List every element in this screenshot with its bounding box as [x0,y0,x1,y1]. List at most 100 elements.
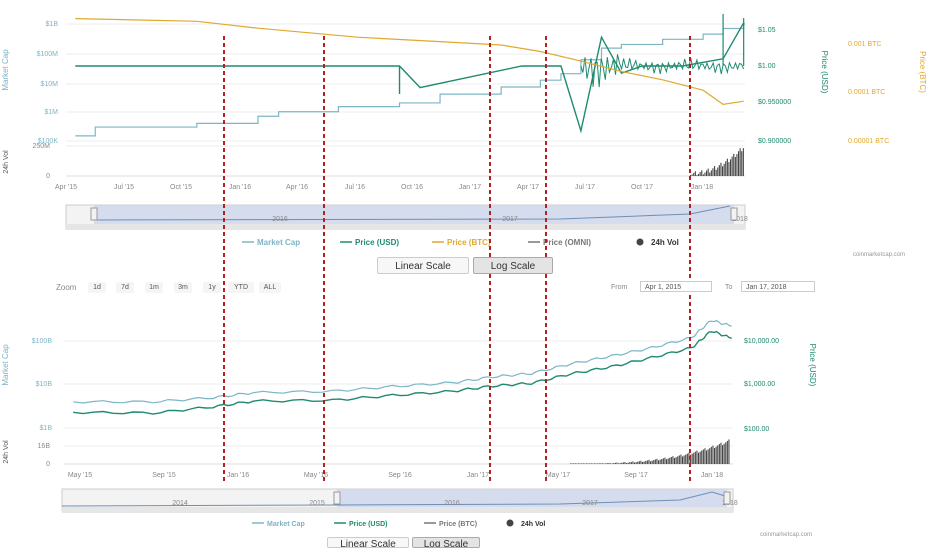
bottom-volume-bar [643,461,645,464]
bottom-right-tick-label: $1,000.00 [744,381,775,388]
top-x-tick-label: Jul '17 [575,184,595,191]
bottom-volume-bar [603,463,605,464]
top-linear-scale-button[interactable]: Linear Scale [377,257,469,274]
bottom-volume-tick-label: 16B [38,443,51,450]
top-legend-item: Price (BTC) [447,238,491,247]
bottom-volume-bar [571,463,573,464]
bottom-volume-bar [674,457,676,464]
top-volume-bar [696,175,698,176]
bottom-volume-bar [669,457,671,464]
series-price-usd-volatility [580,54,745,88]
bottom-volume-bar [659,459,661,464]
top-x-tick-label: Oct '17 [631,184,653,191]
top-chart: $1B $100M $10M $1M $100K Market Cap $1.05 $1.00… [1,14,927,258]
bottom-volume-tick-label: 0 [46,461,50,468]
bottom-volume-bar [672,456,674,464]
bottom-volume-bar [627,462,629,464]
bottom-volume-bar [712,445,714,464]
bottom-navigator-selection [337,489,727,507]
bottom-navigator-year-label: 2014 [172,500,188,507]
series-price-btc-line [75,18,744,106]
bottom-volume-bar [610,463,612,464]
zoom-7d-button[interactable]: 7d [116,282,134,293]
bottom-linear-scale-button[interactable]: Linear Scale [327,537,409,548]
top-volume-bar [709,172,711,176]
top-volume-bar [706,170,708,176]
top-right-usd-tick-label: $0.950000 [758,99,791,106]
top-log-scale-button[interactable]: Log Scale [473,257,553,274]
bottom-volume-bar [722,445,724,464]
bottom-volume-bar [638,461,640,464]
bottom-x-tick-label: May '17 [546,472,570,479]
bottom-volume-bar [720,442,722,464]
top-volume-bar [718,165,720,176]
bottom-volume-bar [698,452,700,464]
zoom-label: Zoom [56,283,77,292]
top-navigator-year-label: 2017 [502,216,518,223]
range-to-input[interactable]: Jan 17, 2018 [741,281,815,292]
bottom-volume-bar [653,460,655,464]
bottom-volume-bar [616,462,618,464]
zoom-1y-button[interactable]: 1y [203,282,221,293]
top-navigator-left-handle [90,207,98,221]
bottom-volume-bar [574,463,576,464]
bottom-x-tick-label: May '15 [68,472,92,479]
bottom-volume-bar [648,459,650,464]
bottom-volume-bar [693,452,695,464]
top-legend-item: Price (USD) [355,238,399,247]
top-volume-bar [728,162,730,176]
bottom-navigator-year-label: 2016 [444,500,460,507]
bottom-volume-bar [578,463,580,464]
top-x-tick-label: Jan '18 [691,184,713,191]
zoom-all-button[interactable]: ALL [259,282,281,293]
bottom-x-tick-label: Jan '18 [701,472,723,479]
bottom-volume-bar [630,461,632,464]
top-volume-bar [693,172,695,176]
top-right-usd-tick-label: $1.00 [758,63,776,70]
top-x-tick-label: Jan '16 [229,184,251,191]
bottom-navigator-series [61,491,726,507]
zoom-1d-button[interactable]: 1d [88,282,106,293]
zoom-ytd-button[interactable]: YTD [228,282,254,293]
bottom-volume-bar [678,455,680,464]
bottom-volume-bar [650,461,652,464]
bottom-volume-bar [658,460,660,464]
bottom-navigator-right-handle [723,491,731,505]
top-volume-tick-label: 0 [46,173,50,180]
top-left-tick-label: $100K [38,138,59,145]
top-volume-bar [739,148,741,176]
bottom-volume-bar [702,449,704,464]
bottom-volume-bar [613,463,615,464]
bottom-volume-bar [594,463,596,464]
bottom-x-tick-label: May '16 [304,472,328,479]
range-from-input[interactable]: Apr 1, 2015 [640,281,712,292]
bottom-legend-item: Market Cap [267,521,305,528]
top-right-btc-tick-label: 0.001 BTC [848,41,881,48]
bottom-volume-bar [637,461,639,464]
bottom-legend-item: Price (BTC) [439,521,477,528]
bottom-volume-bar [645,460,647,464]
top-right-usd-tick-label: $0.900000 [758,138,791,145]
bottom-volume-bar [640,460,642,464]
top-navigator-selection [94,205,734,224]
top-credit: coinmarketcap.com [853,252,905,258]
series-bottom-price-usd-line [73,330,732,415]
top-volume-bar [707,168,709,176]
top-navigator-year-label: 2016 [272,216,288,223]
bottom-x-tick-label: Jan '17 [467,472,489,479]
top-volume-bar [738,151,740,176]
bottom-volume-bar [602,463,604,464]
zoom-1m-button[interactable]: 1m [145,282,163,293]
top-volume-bar [717,167,719,176]
zoom-3m-button[interactable]: 3m [174,282,192,293]
bottom-navigator-year-label: 2017 [582,500,598,507]
bottom-volume-bar [606,463,608,464]
bottom-volume-bar [651,460,653,464]
bottom-volume-bar [611,463,613,464]
top-right-btc-tick-label: 0.0001 BTC [848,89,885,96]
top-legend-item: Market Cap [257,238,300,247]
bottom-log-scale-button[interactable]: Log Scale [412,537,480,548]
top-volume-bar [722,166,724,176]
